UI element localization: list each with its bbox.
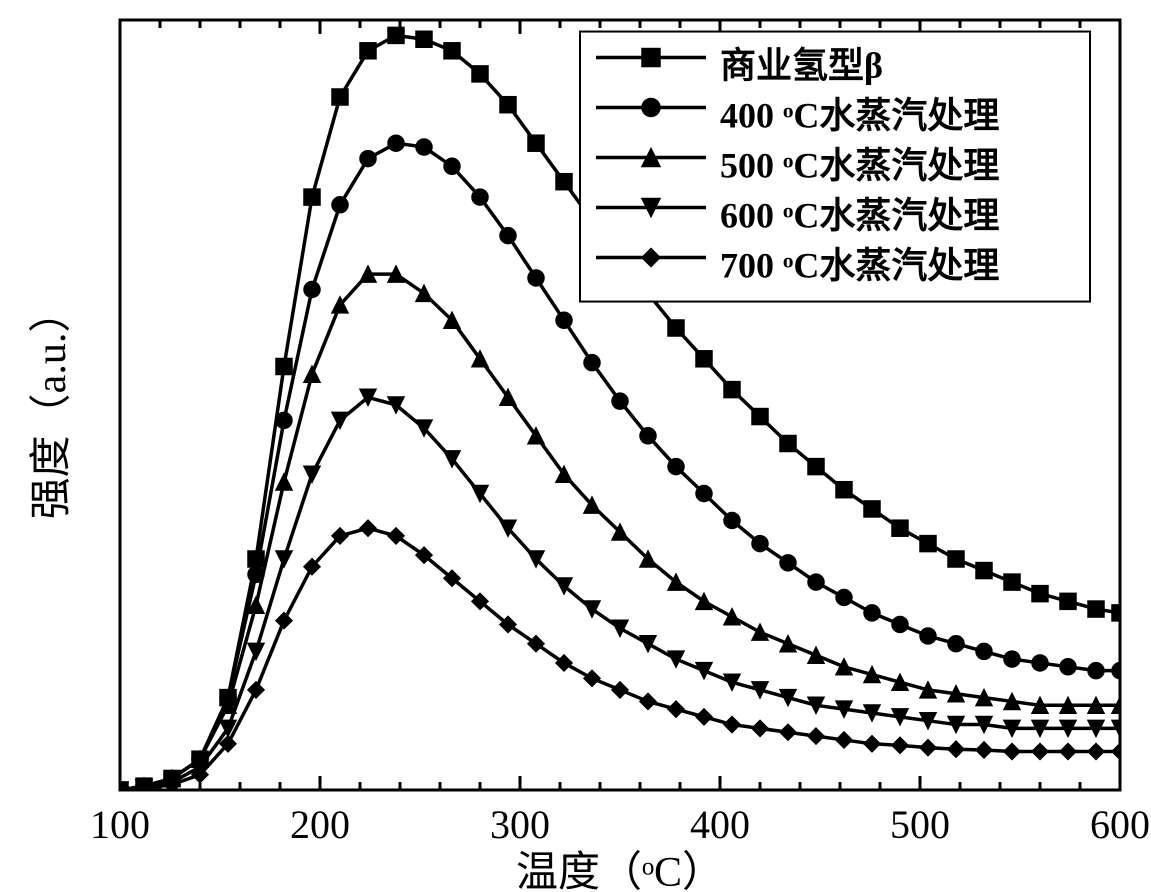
- svg-text:500 ᵒC水蒸汽处理: 500 ᵒC水蒸汽处理: [720, 145, 999, 185]
- svg-text:300: 300: [490, 802, 550, 847]
- svg-text:700 ᵒC水蒸汽处理: 700 ᵒC水蒸汽处理: [720, 245, 999, 285]
- tpd-chart: 100 200 300 400 500 600 温度（ᵒC） 强度（a.u.） 商业氢型β 400…: [0, 0, 1151, 892]
- svg-text:600 ᵒC水蒸汽处理: 600 ᵒC水蒸汽处理: [720, 195, 999, 235]
- svg-text:400: 400: [690, 802, 750, 847]
- legend: 商业氢型β 400 ᵒC水蒸汽处理 500 ᵒC水蒸汽处理 600 ᵒC水蒸汽处理 70…: [580, 32, 1090, 302]
- svg-text:温度（ᵒC）: 温度（ᵒC）: [516, 850, 724, 892]
- svg-text:强度（a.u.）: 强度（a.u.）: [29, 291, 75, 520]
- svg-text:600: 600: [1090, 802, 1150, 847]
- svg-text:100: 100: [90, 802, 150, 847]
- svg-text:200: 200: [290, 802, 350, 847]
- svg-text:商业氢型β: 商业氢型β: [720, 45, 883, 85]
- svg-text:400 ᵒC水蒸汽处理: 400 ᵒC水蒸汽处理: [720, 95, 999, 135]
- svg-text:500: 500: [890, 802, 950, 847]
